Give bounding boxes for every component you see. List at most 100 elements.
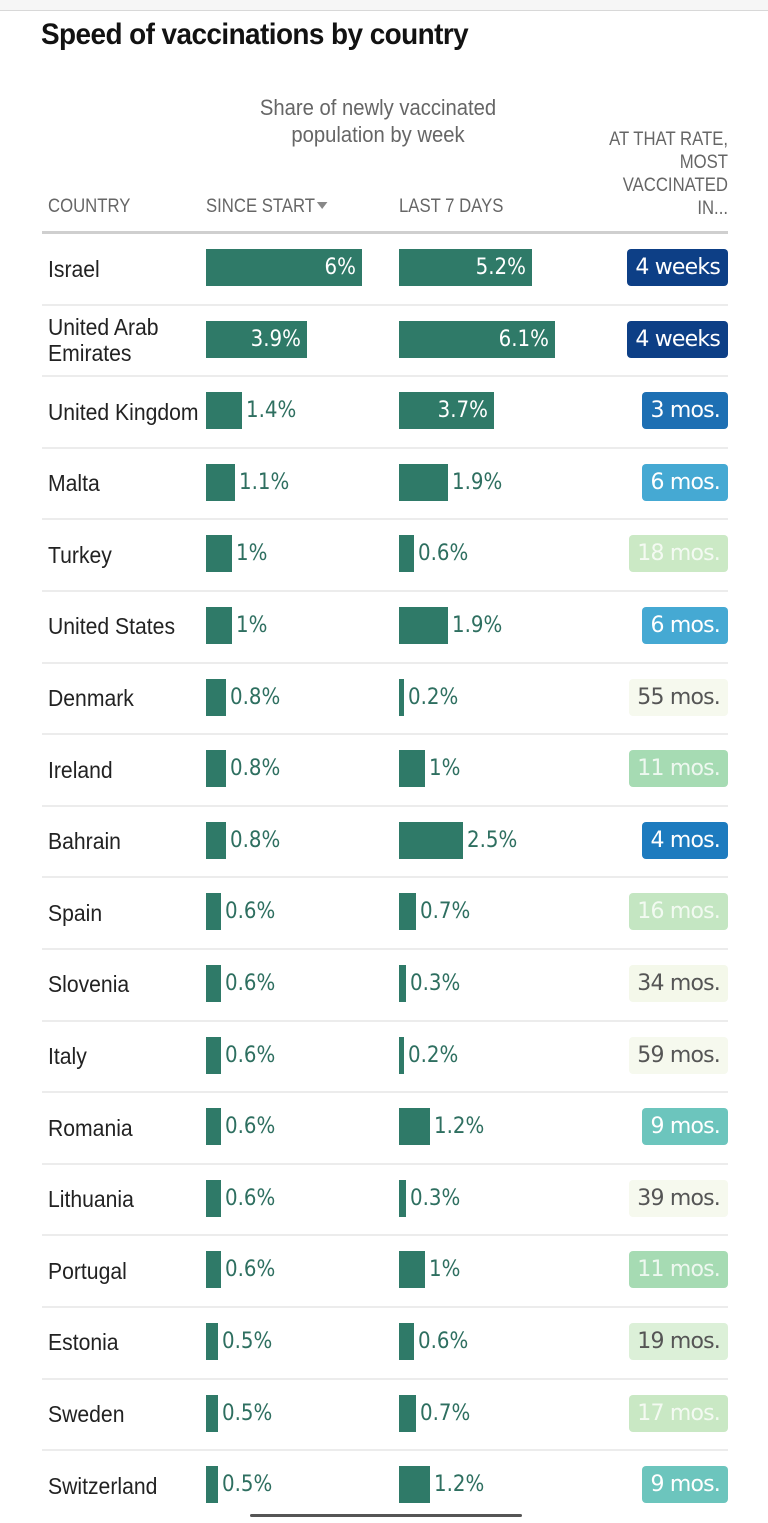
- last-7-days-value: 0.3%: [410, 1185, 461, 1211]
- table-row: Spain 0.6% 0.7% 16 mos.: [0, 878, 768, 950]
- row-divider: [42, 1449, 728, 1452]
- last-7-days-bar: [399, 1108, 430, 1146]
- vaccination-table: Israel 6% 5.2% 4 weeks United Arab Emirates 3…: [0, 234, 768, 1523]
- table-row: Estonia 0.5% 0.6% 19 mos.: [0, 1308, 768, 1380]
- since-start-cell: 0.6%: [206, 964, 281, 1002]
- since-start-value: 0.5%: [222, 1400, 273, 1426]
- country-name: Portugal: [48, 1257, 127, 1284]
- since-start-cell: 1.1%: [206, 463, 295, 501]
- last-7-days-bar: [399, 1466, 430, 1504]
- row-divider: [42, 1305, 728, 1308]
- header-last-7-days[interactable]: LAST 7 DAYS: [399, 196, 504, 217]
- time-to-vaccinate-badge: 11 mos.: [629, 1251, 728, 1289]
- time-to-vaccinate-badge: 4 weeks: [627, 320, 728, 358]
- last-7-days-cell: 0.6%: [399, 535, 474, 573]
- since-start-bar: [206, 535, 232, 573]
- last-7-days-value: 1.2%: [434, 1472, 485, 1498]
- last-7-days-bar: [399, 1179, 406, 1217]
- country-name: Israel: [48, 255, 100, 282]
- last-7-days-cell: 1.2%: [399, 1466, 490, 1504]
- since-start-bar: [206, 463, 235, 501]
- last-7-days-cell: 5.2%: [399, 249, 532, 286]
- since-start-bar: [206, 606, 232, 644]
- since-start-cell: 0.5%: [206, 1466, 278, 1504]
- last-7-days-cell: 0.7%: [399, 893, 476, 931]
- last-7-days-value: 1.9%: [452, 612, 503, 638]
- time-to-vaccinate-badge: 6 mos.: [642, 606, 728, 644]
- last-7-days-value: 0.2%: [408, 1042, 459, 1068]
- since-start-bar: [206, 1251, 221, 1289]
- time-to-vaccinate-badge: 19 mos.: [629, 1322, 728, 1360]
- last-7-days-cell: 0.2%: [399, 1036, 464, 1074]
- last-7-days-bar: [399, 821, 463, 859]
- since-start-value: 0.6%: [225, 970, 276, 996]
- country-name: Ireland: [48, 756, 113, 783]
- since-start-cell: 0.8%: [206, 750, 286, 788]
- since-start-cell: 0.6%: [206, 1108, 281, 1146]
- last-7-days-cell: 1%: [399, 1251, 464, 1289]
- table-row: United Kingdom 1.4% 3.7% 3 mos.: [0, 377, 768, 449]
- header-divider: [42, 231, 728, 234]
- since-start-bar: [206, 964, 221, 1002]
- last-7-days-cell: 1%: [399, 750, 464, 788]
- row-divider: [42, 1377, 728, 1380]
- header-rate[interactable]: AT THAT RATE, MOST VACCINATED IN...: [609, 129, 728, 219]
- since-start-bar: 3.9%: [206, 320, 307, 358]
- last-7-days-bar: [399, 1251, 425, 1289]
- last-7-days-cell: 0.7%: [399, 1394, 476, 1432]
- table-row: Malta 1.1% 1.9% 6 mos.: [0, 449, 768, 521]
- last-7-days-value: 0.7%: [420, 899, 471, 925]
- country-name: Denmark: [48, 685, 134, 712]
- row-divider: [42, 947, 728, 950]
- row-divider: [42, 804, 728, 807]
- since-start-value: 0.8%: [230, 684, 281, 710]
- since-start-bar: [206, 750, 226, 788]
- row-divider: [42, 518, 728, 521]
- since-start-bar: [206, 678, 226, 716]
- last-7-days-bar: 6.1%: [399, 320, 555, 358]
- since-start-cell: 0.6%: [206, 1036, 281, 1074]
- header-since-start[interactable]: SINCE START: [206, 196, 328, 218]
- last-7-days-bar: [399, 1394, 416, 1432]
- since-start-value: 0.6%: [225, 1257, 276, 1283]
- since-start-cell: 1%: [206, 606, 271, 644]
- since-start-bar: [206, 1322, 218, 1360]
- column-group-subtitle: Share of newly vaccinated population by …: [259, 95, 497, 147]
- since-start-bar: 6%: [206, 249, 362, 286]
- last-7-days-value: 1%: [429, 756, 461, 782]
- header-country[interactable]: COUNTRY: [48, 196, 131, 217]
- last-7-days-bar: [399, 1322, 414, 1360]
- since-start-cell: 0.6%: [206, 1179, 281, 1217]
- last-7-days-bar: [399, 750, 425, 788]
- table-row: Ireland 0.8% 1% 11 mos.: [0, 735, 768, 807]
- since-start-bar: [206, 821, 226, 859]
- time-to-vaccinate-badge: 59 mos.: [629, 1036, 728, 1074]
- row-divider: [42, 1019, 728, 1022]
- since-start-value: 0.6%: [225, 899, 276, 925]
- row-divider: [42, 661, 728, 664]
- last-7-days-cell: 3.7%: [399, 392, 494, 430]
- table-row: Italy 0.6% 0.2% 59 mos.: [0, 1022, 768, 1094]
- since-start-bar: [206, 1179, 221, 1217]
- table-row: Denmark 0.8% 0.2% 55 mos.: [0, 664, 768, 736]
- chart-title: Speed of vaccinations by country: [41, 18, 469, 51]
- last-7-days-value: 0.6%: [418, 1328, 469, 1354]
- time-to-vaccinate-badge: 17 mos.: [629, 1394, 728, 1432]
- country-name: Turkey: [48, 541, 112, 568]
- time-to-vaccinate-badge: 18 mos.: [629, 535, 728, 573]
- since-start-bar: [206, 1394, 218, 1432]
- table-row: Turkey 1% 0.6% 18 mos.: [0, 520, 768, 592]
- last-7-days-cell: 0.3%: [399, 964, 466, 1002]
- country-name: Italy: [48, 1043, 87, 1070]
- row-divider: [42, 1091, 728, 1094]
- time-to-vaccinate-badge: 4 weeks: [627, 249, 728, 286]
- row-divider: [42, 303, 728, 306]
- last-7-days-bar: 3.7%: [399, 392, 494, 430]
- time-to-vaccinate-badge: 9 mos.: [642, 1108, 728, 1146]
- last-7-days-cell: 0.2%: [399, 678, 464, 716]
- last-7-days-value: 1%: [429, 1257, 461, 1283]
- header-since-start-label: SINCE START: [206, 196, 316, 217]
- since-start-value: 0.5%: [222, 1472, 273, 1498]
- since-start-value: 6%: [324, 255, 356, 280]
- since-start-value: 0.6%: [225, 1114, 276, 1140]
